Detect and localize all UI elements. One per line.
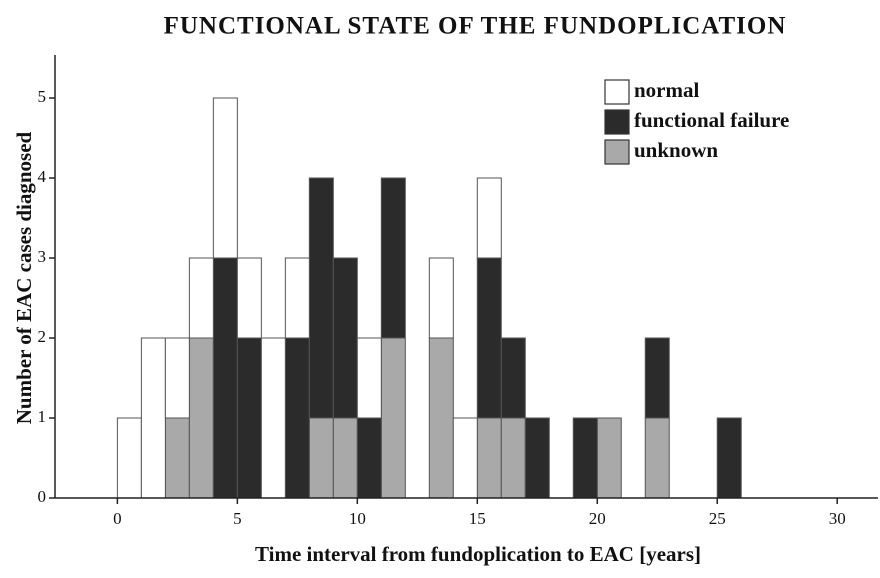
bar xyxy=(260,337,286,499)
legend-swatch xyxy=(604,139,630,165)
bar xyxy=(116,417,142,499)
bar xyxy=(188,337,214,499)
bar xyxy=(716,417,742,499)
legend-label: normal xyxy=(634,78,699,102)
legend-swatch xyxy=(604,109,630,135)
bar xyxy=(476,177,502,259)
bar xyxy=(212,97,238,259)
y-tick-label: 4 xyxy=(38,167,47,186)
bar xyxy=(476,257,502,419)
x-tick-label: 15 xyxy=(469,509,486,528)
bar xyxy=(596,417,622,499)
bar xyxy=(140,337,166,499)
bar xyxy=(236,337,262,499)
bar xyxy=(572,417,598,499)
bar xyxy=(164,417,190,499)
bar xyxy=(500,417,526,499)
bar xyxy=(308,177,334,419)
x-tick-label: 0 xyxy=(113,509,122,528)
bar xyxy=(356,337,382,419)
bar xyxy=(476,417,502,499)
bar xyxy=(284,257,310,339)
bar xyxy=(644,337,670,419)
bar xyxy=(188,257,214,339)
x-tick-label: 10 xyxy=(349,509,366,528)
y-tick-label: 2 xyxy=(38,327,47,346)
x-tick-label: 30 xyxy=(829,509,846,528)
x-axis-label: Time interval from fundoplication to EAC… xyxy=(255,542,701,566)
bar xyxy=(212,257,238,499)
bar xyxy=(524,417,550,499)
bar xyxy=(380,337,406,499)
bar xyxy=(284,337,310,499)
x-tick-label: 5 xyxy=(233,509,242,528)
chart-title: FUNCTIONAL STATE OF THE FUNDOPLICATION xyxy=(164,13,787,40)
bar xyxy=(308,417,334,499)
y-axis-label: Number of EAC cases diagnosed xyxy=(12,131,36,424)
bar xyxy=(500,337,526,419)
bar xyxy=(452,417,478,499)
bar xyxy=(644,417,670,499)
y-tick-label: 5 xyxy=(38,87,47,106)
y-tick-label: 0 xyxy=(38,487,47,506)
x-tick-label: 25 xyxy=(709,509,726,528)
bar xyxy=(428,337,454,499)
bar xyxy=(164,337,190,419)
legend-label: functional failure xyxy=(634,108,789,132)
legend-label: unknown xyxy=(634,138,718,162)
x-tick-label: 20 xyxy=(589,509,606,528)
bar xyxy=(380,177,406,339)
bar xyxy=(356,417,382,499)
legend-swatch xyxy=(604,79,630,105)
y-tick-label: 3 xyxy=(38,247,47,266)
bar xyxy=(332,417,358,499)
bar xyxy=(236,257,262,339)
bar xyxy=(332,257,358,419)
y-tick-label: 1 xyxy=(38,407,47,426)
bar xyxy=(428,257,454,339)
